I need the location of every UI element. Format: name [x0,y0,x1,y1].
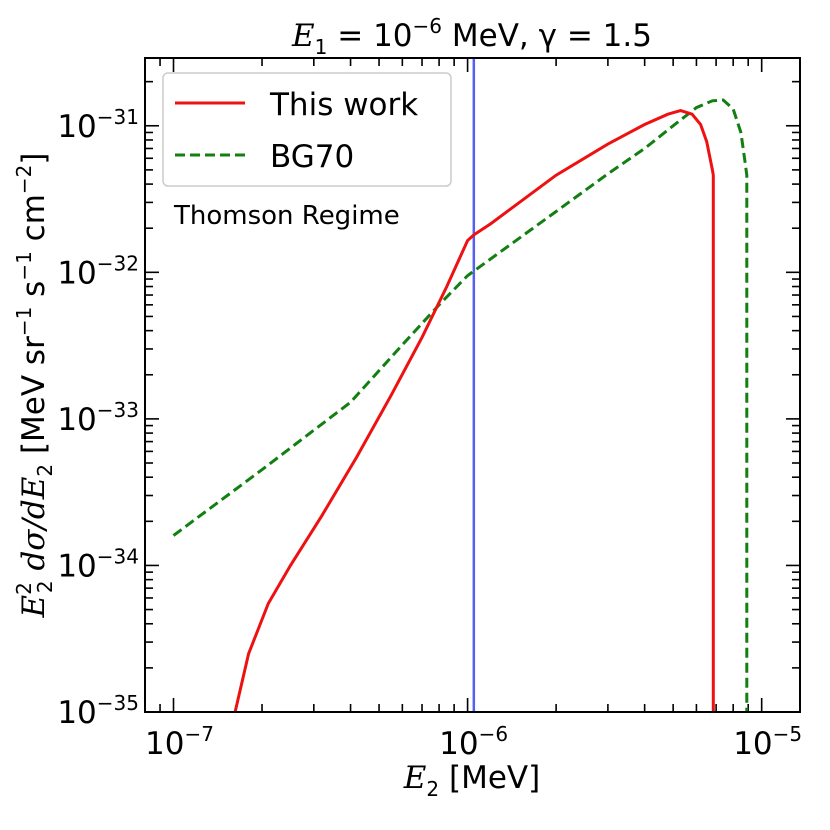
axis-ticks [144,58,800,713]
plot-frame [144,57,801,713]
x-tick-labels: 10−7 10−6 10−5 [145,722,802,762]
x-axis-label: E2 [MeV] [403,760,540,801]
x-tick-label: 10−5 [733,722,802,762]
legend-label-bg70: BG70 [270,139,354,175]
y-axis-label: E22 dσ/dE2 [MeV sr−1 s−1 cm−2] [12,152,57,618]
series-line-this-work [233,109,715,712]
y-tick-label: 10−33 [57,398,139,438]
series-line-bg70 [172,98,749,712]
y-tick-labels: 10−35 10−34 10−33 10−32 10−31 [57,105,139,731]
y-tick-label: 10−35 [57,691,139,731]
legend: This work BG70 [162,72,452,187]
x-tick-label: 10−6 [439,722,508,762]
y-tick-label: 10−31 [57,105,139,145]
y-tick-label: 10−34 [57,544,139,584]
y-tick-label: 10−32 [57,251,139,291]
x-tick-label: 10−7 [145,722,214,762]
thomson-regime-annotation: Thomson Regime [173,201,400,231]
legend-frame [162,72,452,187]
legend-label-this-work: This work [269,87,418,123]
chart-title: E1 = 10−6 MeV, γ = 1.5 [291,14,652,59]
